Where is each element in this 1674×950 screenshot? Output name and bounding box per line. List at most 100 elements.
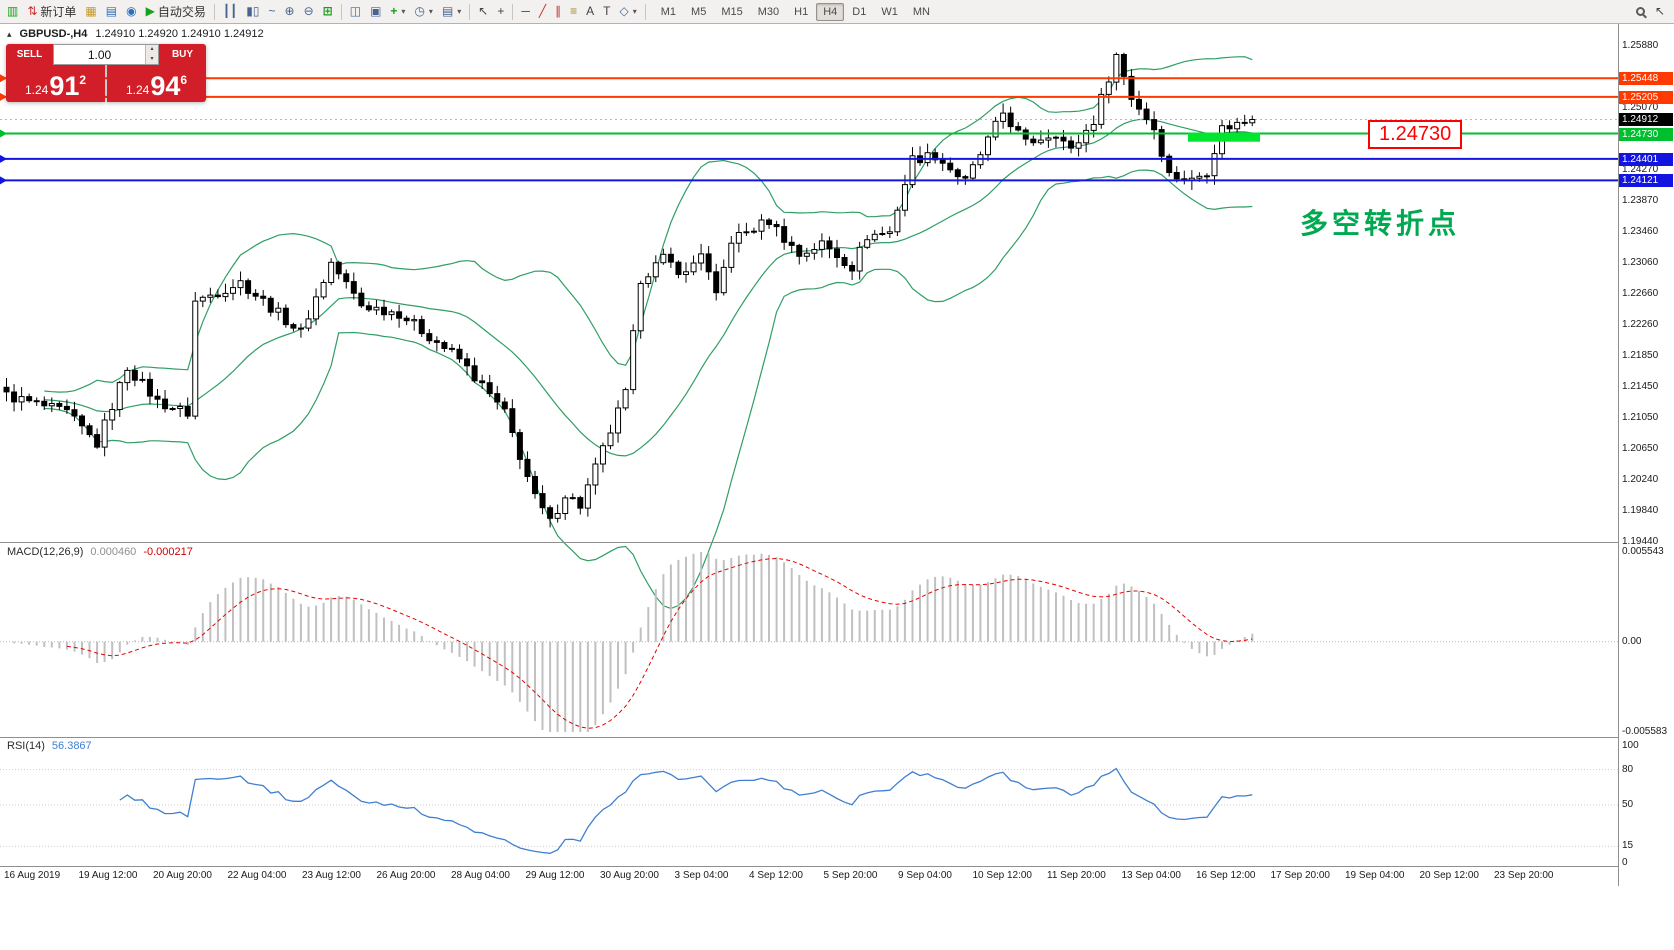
shapes-tool-button[interactable]: ◇ ▾ xyxy=(616,2,641,22)
autotrading-label: 自动交易 xyxy=(157,5,206,19)
add-indicator-icon: + xyxy=(390,4,398,18)
timeframe-m30[interactable]: M30 xyxy=(757,5,780,18)
rsi-line xyxy=(119,767,1253,854)
time-axis-label: 5 Sep 20:00 xyxy=(823,870,878,881)
bollinger-bands xyxy=(44,56,1253,610)
timeframe-h4[interactable]: H4 xyxy=(816,2,845,21)
chevron-down-icon: ▾ xyxy=(632,7,637,16)
profiles-icon: ▤ xyxy=(105,4,118,18)
volume-up-icon[interactable]: ▴ xyxy=(146,45,158,55)
trendline-tool-button[interactable]: ╱ xyxy=(535,2,550,22)
ohlc-readout: 1.24910 1.24920 1.24910 1.24912 xyxy=(95,28,264,40)
timeframe-m1[interactable]: M1 xyxy=(660,5,677,18)
macd-signal-line xyxy=(66,557,1253,729)
price-tag: 1.24401 xyxy=(1619,152,1673,166)
panel-separators xyxy=(0,24,1674,886)
rsi-axis-label: 0 xyxy=(1622,857,1628,868)
template-icon: ▤ xyxy=(441,4,454,18)
sell-button[interactable]: 1.24 91 2 xyxy=(6,65,105,102)
price-axis-label: 1.24270 xyxy=(1622,163,1659,175)
text-icon: A xyxy=(586,4,595,18)
time-axis-label: 23 Sep 20:00 xyxy=(1494,870,1554,881)
timeframe-d1[interactable]: D1 xyxy=(852,5,867,18)
chart-candles-button[interactable]: ▮▯ xyxy=(242,2,263,22)
chart-line-button[interactable]: ~ xyxy=(265,2,280,22)
search-icon[interactable] xyxy=(1635,7,1645,16)
timeframe-mn[interactable]: MN xyxy=(912,5,930,18)
market-watch-icon: ◉ xyxy=(126,4,137,18)
rsi-value: 56.3867 xyxy=(51,740,92,752)
time-axis-label: 16 Sep 12:00 xyxy=(1196,870,1256,881)
periods-button[interactable]: ◷ ▾ xyxy=(410,2,437,22)
shapes-icon: ◇ xyxy=(619,4,629,18)
pointer-icon[interactable]: ↖ xyxy=(1654,4,1665,18)
zoom-out-button[interactable]: ⊖ xyxy=(300,2,318,22)
candles xyxy=(3,52,1256,528)
terminal-button[interactable]: ▥ xyxy=(3,2,22,22)
macd-header: MACD(12,26,9) 0.000460 -0.000217 xyxy=(7,546,193,558)
market-watch-button[interactable]: ◉ xyxy=(122,2,140,22)
timeframe-w1[interactable]: W1 xyxy=(881,5,898,18)
cursor-icon: ↖ xyxy=(478,4,489,18)
timeframe-m5[interactable]: M5 xyxy=(691,5,707,18)
clock-icon: ◷ xyxy=(414,4,425,18)
price-level-callout[interactable]: 1.24730 xyxy=(1368,120,1463,149)
label-tool-button[interactable]: T xyxy=(599,2,614,22)
macd-value: 0.000460 xyxy=(90,546,137,558)
macd-axis-label: 0.00 xyxy=(1622,636,1642,647)
channel-tool-button[interactable]: ∥ xyxy=(551,2,565,22)
price-axis-label: 1.19440 xyxy=(1622,536,1659,547)
volume-down-icon[interactable]: ▾ xyxy=(146,54,158,64)
time-axis-label: 28 Aug 04:00 xyxy=(451,870,510,881)
line-left-marker xyxy=(0,154,7,163)
time-axis-label: 29 Aug 12:00 xyxy=(525,870,585,881)
chevron-down-icon: ▾ xyxy=(401,7,406,16)
fibonacci-icon: ≡ xyxy=(570,4,578,18)
macd-label: MACD(12,26,9) xyxy=(7,546,84,558)
symbol-header: ▴ GBPUSD-,H4 1.24910 1.24920 1.24910 1.2… xyxy=(7,28,264,40)
crosshair-tool-button[interactable]: + xyxy=(493,2,508,22)
support-highlight-zone[interactable] xyxy=(1188,132,1260,142)
grid-button[interactable]: ⊞ xyxy=(319,2,337,22)
chinese-annotation[interactable]: 多空转折点 xyxy=(1300,208,1461,239)
indicators-button[interactable]: + ▾ xyxy=(386,2,409,22)
timeframe-m15[interactable]: M15 xyxy=(721,5,743,18)
chart-bars-button[interactable]: ┃┃ xyxy=(219,2,241,22)
cursor-tool-button[interactable]: ↖ xyxy=(474,2,492,22)
price-axis-label: 1.23460 xyxy=(1622,226,1659,238)
autotrading-button[interactable]: ▶ 自动交易 xyxy=(142,2,210,22)
terminal-icon: ▥ xyxy=(7,4,19,18)
fibonacci-tool-button[interactable]: ≡ xyxy=(566,2,581,22)
text-tool-button[interactable]: A xyxy=(582,2,598,22)
hline-tool-button[interactable]: ─ xyxy=(517,2,534,22)
new-order-button[interactable]: ⇅ 新订单 xyxy=(23,2,80,22)
profiles-button[interactable]: ▤ xyxy=(102,2,121,22)
collapse-panel-icon[interactable]: ▴ xyxy=(7,28,12,39)
sell-price-prefix: 1.24 xyxy=(24,83,49,97)
time-axis-label: 11 Sep 20:00 xyxy=(1047,870,1106,881)
one-click-trading-panel: SELL ▴ ▾ BUY 1.24 91 2 1.24 94 6 xyxy=(6,44,206,102)
tile-windows-button[interactable]: ◫ xyxy=(346,2,365,22)
volume-input[interactable] xyxy=(54,45,145,64)
time-axis-label: 17 Sep 20:00 xyxy=(1270,870,1331,881)
time-axis-label: 10 Sep 12:00 xyxy=(972,870,1033,881)
time-axis-label: 19 Aug 12:00 xyxy=(78,870,138,881)
macd-axis-label: -0.005583 xyxy=(1622,726,1668,737)
buy-price-big: 94 xyxy=(150,71,181,101)
buy-button[interactable]: 1.24 94 6 xyxy=(107,65,206,102)
current-price-tag: 1.24912 xyxy=(1619,113,1673,127)
chevron-down-icon: ▾ xyxy=(457,7,462,16)
price-axis-label: 1.25070 xyxy=(1622,102,1659,114)
autotrading-icon: ▶ xyxy=(145,4,155,18)
candlestick-icon: ▮▯ xyxy=(246,4,260,18)
toolbar-separator xyxy=(512,3,514,20)
cascade-windows-button[interactable]: ▣ xyxy=(366,2,385,22)
templates-button[interactable]: ▤ ▾ xyxy=(438,2,465,22)
toolbar-separator xyxy=(644,3,646,20)
zoom-in-button[interactable]: ⊕ xyxy=(281,2,299,22)
timeframe-h1[interactable]: H1 xyxy=(794,5,809,18)
price-tag: 1.24730 xyxy=(1619,127,1673,141)
new-chart-button[interactable]: ▦ xyxy=(81,2,100,22)
buy-label: BUY xyxy=(159,44,206,65)
